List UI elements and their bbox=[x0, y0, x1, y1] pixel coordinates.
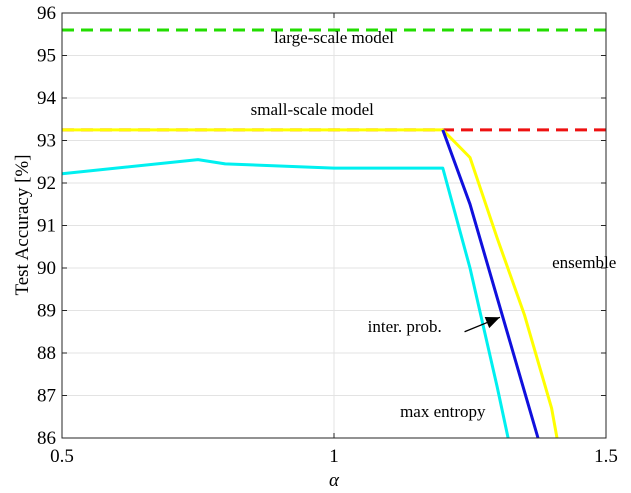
y-tick-label: 96 bbox=[37, 3, 56, 24]
x-tick-label: 1.5 bbox=[594, 446, 618, 467]
y-tick-label: 90 bbox=[37, 258, 56, 279]
y-tick-label: 93 bbox=[37, 131, 56, 152]
y-tick-label: 95 bbox=[37, 46, 56, 67]
x-tick-label: 0.5 bbox=[50, 446, 74, 467]
series-line-max-entropy bbox=[61, 158, 510, 439]
annotation-label: ensemble bbox=[552, 253, 616, 272]
y-tick-label: 92 bbox=[37, 173, 56, 194]
annotations: large-scale model small-scale model ensemb… bbox=[251, 28, 617, 421]
x-tick-label: 1 bbox=[329, 446, 339, 467]
annotation-arrow-head bbox=[484, 317, 500, 329]
y-tick-label: 88 bbox=[37, 343, 56, 364]
y-axis-label: Test Accuracy [%] bbox=[12, 154, 33, 295]
y-tick-label: 86 bbox=[37, 428, 56, 449]
annotation-label: max entropy bbox=[400, 402, 486, 421]
y-tick-label: 87 bbox=[37, 386, 56, 407]
annotation-label: small-scale model bbox=[251, 100, 374, 119]
annotation-label: inter. prob. bbox=[368, 317, 442, 336]
series-line-inter-prob bbox=[441, 129, 540, 439]
y-tick-label: 89 bbox=[37, 301, 56, 322]
annotation-label: large-scale model bbox=[274, 28, 394, 47]
ticks: 0.5 1 1.5 86 87 88 89 90 91 92 93 94 95 96 bbox=[37, 3, 618, 467]
series-group bbox=[61, 28, 606, 439]
y-tick-label: 91 bbox=[37, 216, 56, 237]
y-tick-label: 94 bbox=[37, 88, 57, 109]
x-axis-label: α bbox=[329, 470, 340, 491]
